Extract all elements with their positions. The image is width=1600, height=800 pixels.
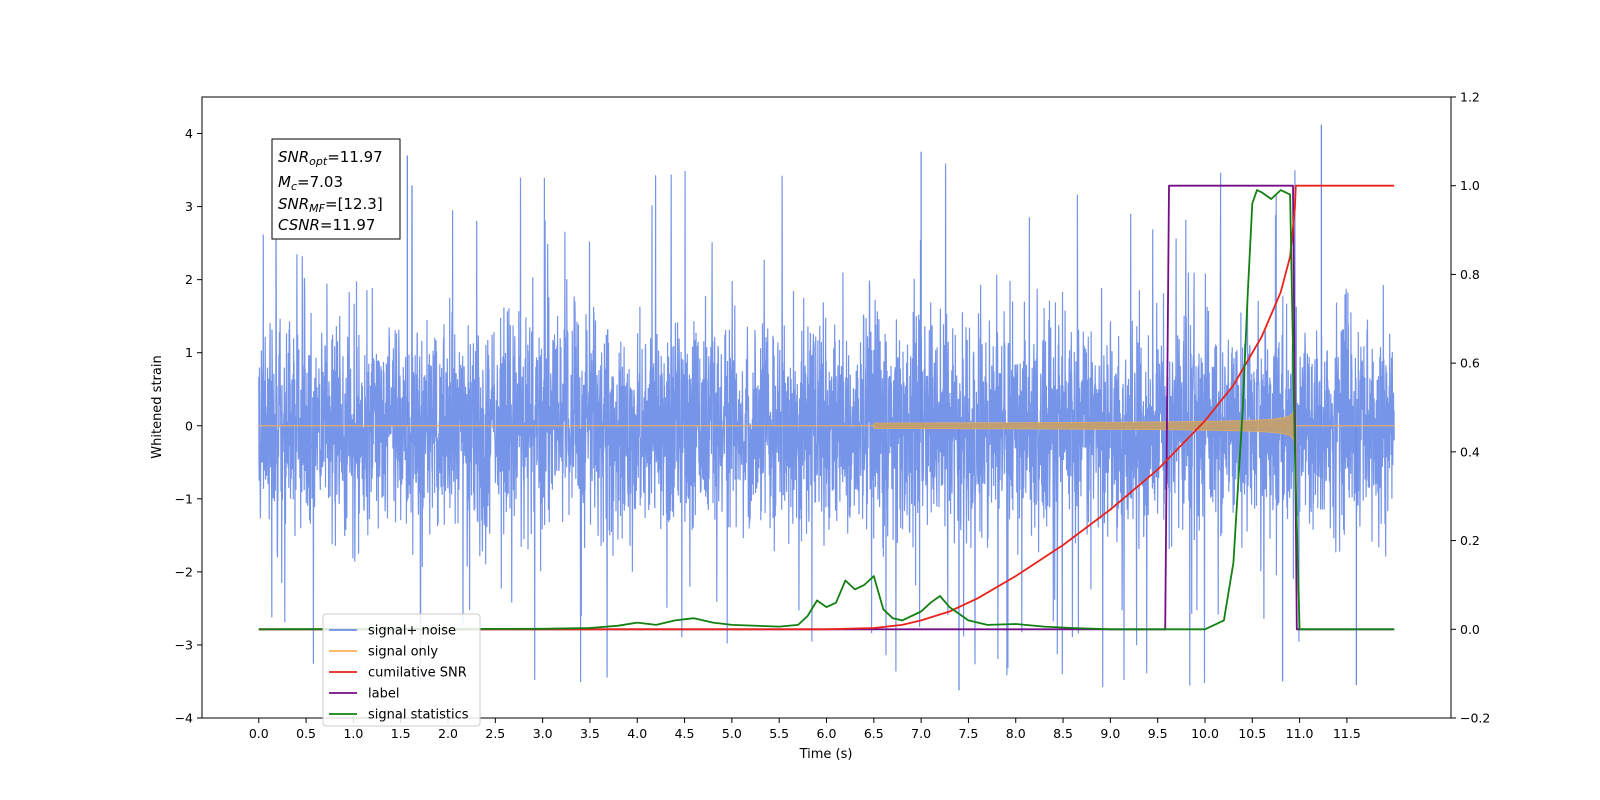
y-axis-left: 4 3 2 1 0 −1 −2 −3 −4 — [175, 126, 202, 726]
y2-tick-label: 0.4 — [1460, 444, 1480, 459]
x-tick-label: 10.5 — [1238, 726, 1266, 741]
legend: signal+ noise signal only cumilative SNR la… — [322, 613, 481, 727]
y2-tick-label: 0.8 — [1460, 267, 1480, 282]
x-tick-label: 2.0 — [438, 726, 458, 741]
legend-label: cumilative SNR — [368, 666, 467, 681]
x-tick-label: 4.0 — [627, 726, 647, 741]
legend-label: signal statistics — [368, 708, 469, 723]
y-tick-label: −2 — [175, 564, 193, 579]
right-axis-series — [258, 184, 1395, 631]
x-tick-label: 5.5 — [769, 726, 789, 741]
x-tick-label: 0.0 — [249, 726, 269, 741]
x-tick-label: 11.5 — [1333, 726, 1361, 741]
y-tick-label: −3 — [175, 637, 193, 652]
x-tick-label: 3.5 — [580, 726, 600, 741]
y-axis-right: 1.2 1.0 0.8 0.6 0.4 0.2 0.0 −0.2 — [1451, 90, 1490, 726]
legend-label: signal only — [368, 645, 438, 660]
annotation-snr-mf: SNRMF=[12.3] — [278, 195, 383, 215]
x-tick-label: 11.0 — [1286, 726, 1314, 741]
y-tick-label: 1 — [185, 345, 193, 360]
annotation-csnr: CSNR=11.97 — [278, 216, 375, 234]
y-tick-label: −4 — [175, 711, 193, 726]
signal-noise-series — [258, 124, 1395, 691]
y-tick-label: 0 — [185, 418, 193, 433]
x-tick-label: 6.5 — [864, 726, 884, 741]
x-axis-label: Time (s) — [799, 747, 853, 762]
x-tick-label: 9.0 — [1100, 726, 1120, 741]
y2-tick-label: 0.6 — [1460, 356, 1480, 371]
y-tick-label: 2 — [185, 272, 193, 287]
signal-noise-line — [258, 163, 1395, 688]
y-tick-label: 4 — [185, 126, 193, 141]
signal-statistics-line — [258, 189, 1395, 631]
x-tick-label: 8.0 — [1006, 726, 1026, 741]
legend-label: signal+ noise — [368, 624, 456, 639]
x-tick-label: 0.5 — [296, 726, 316, 741]
annotation-snr-opt: SNRopt=11.97 — [278, 148, 383, 168]
x-tick-label: 8.5 — [1053, 726, 1073, 741]
x-tick-label: 10.0 — [1191, 726, 1219, 741]
y2-tick-label: 0.0 — [1460, 622, 1480, 637]
x-tick-label: 7.0 — [911, 726, 931, 741]
x-tick-label: 2.5 — [485, 726, 505, 741]
snr-annotation-box: SNRopt=11.97 Mc=7.03 SNRMF=[12.3] CSNR=1… — [271, 138, 401, 240]
x-tick-label: 3.0 — [533, 726, 553, 741]
y-tick-label: 3 — [185, 199, 193, 214]
x-tick-label: 9.5 — [1148, 726, 1168, 741]
cumilative-snr-line — [258, 184, 1395, 631]
legend-label: label — [368, 687, 399, 702]
y2-tick-label: 0.2 — [1460, 533, 1480, 548]
x-tick-label: 5.0 — [722, 726, 742, 741]
x-tick-label: 6.0 — [817, 726, 837, 741]
x-tick-label: 1.0 — [343, 726, 363, 741]
y-axis-label: Whitened strain — [150, 355, 165, 458]
y-tick-label: −1 — [175, 491, 193, 506]
y2-tick-label: 1.0 — [1460, 178, 1480, 193]
x-tick-label: 1.5 — [391, 726, 411, 741]
y2-tick-label: 1.2 — [1460, 90, 1480, 105]
y2-tick-label: −0.2 — [1460, 711, 1490, 726]
annotation-chirp-mass: Mc=7.03 — [278, 173, 343, 193]
x-tick-label: 7.5 — [958, 726, 978, 741]
x-tick-label: 4.5 — [675, 726, 695, 741]
